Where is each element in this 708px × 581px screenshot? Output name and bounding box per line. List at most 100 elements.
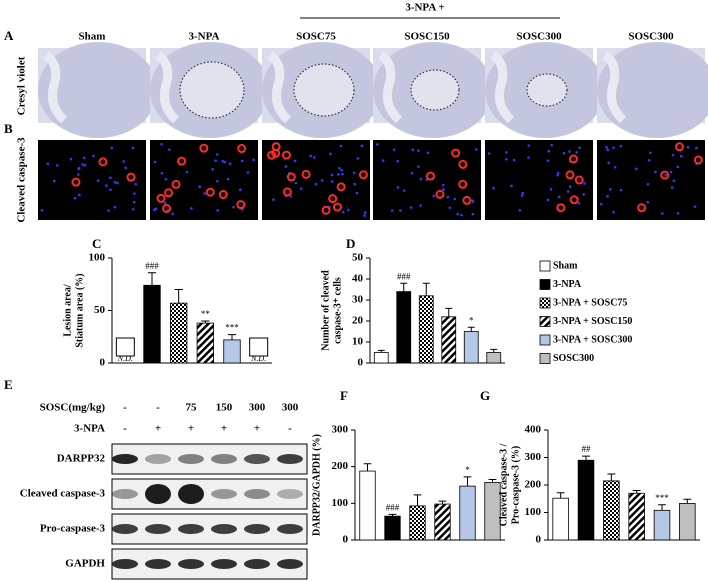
y-tick-label: 200: [332, 460, 349, 472]
band: [244, 559, 270, 569]
nucleus: [376, 143, 379, 146]
cell: [71, 177, 81, 187]
nucleus: [341, 172, 344, 176]
nucleus: [353, 182, 356, 186]
error-bar: [607, 473, 616, 481]
legend-label: 3-NPA + SOSC300: [553, 334, 632, 345]
nucleus: [568, 185, 572, 188]
nucleus: [330, 180, 334, 183]
y-tick-label: 50: [352, 252, 364, 264]
band: [112, 454, 138, 464]
significance: ###: [386, 502, 400, 512]
nucleus: [605, 145, 608, 149]
cell: [162, 203, 172, 213]
nucleus: [284, 165, 288, 168]
nucleus: [426, 151, 430, 155]
lane-label: -: [156, 402, 160, 414]
nucleus: [355, 191, 359, 195]
bar: [441, 316, 457, 364]
y-axis-label: DARPP32/GAPDH (%): [311, 434, 322, 536]
nucleus: [46, 162, 50, 165]
nucleus: [448, 206, 452, 209]
band-label: GAPDH: [65, 558, 105, 570]
nucleus: [228, 162, 232, 166]
bar: [196, 322, 214, 364]
column-header: Sham: [79, 31, 106, 43]
nucleus: [695, 146, 698, 150]
nucleus: [232, 205, 235, 209]
nucleus: [160, 171, 164, 175]
bar: [459, 485, 476, 541]
y-tick-label: 300: [332, 424, 349, 436]
cell: [282, 187, 292, 197]
nucleus: [55, 164, 59, 167]
panel-label: C: [92, 236, 101, 251]
nucleus: [512, 158, 516, 162]
nucleus: [240, 159, 244, 163]
error-bar: [658, 504, 666, 511]
y-axis-label: Pro-caspase-3 (%): [510, 446, 521, 524]
nucleus: [289, 195, 293, 198]
nucleus: [352, 171, 356, 174]
nucleus: [341, 210, 345, 214]
nucleus: [410, 172, 414, 175]
cell: [321, 205, 331, 215]
band: [211, 454, 237, 464]
band-label: Pro-caspase-3: [40, 523, 106, 535]
nucleus: [52, 179, 56, 183]
lane-label: 300: [282, 402, 299, 414]
nucleus: [164, 177, 168, 181]
nucleus: [134, 182, 138, 186]
bar: [463, 331, 479, 364]
significance: ##: [582, 444, 592, 454]
nucleus: [664, 173, 667, 177]
group-header: 3-NPA +: [405, 2, 444, 14]
legend-label: Sham: [553, 260, 578, 271]
band-label: DARPP32: [57, 453, 106, 465]
ventricle: [490, 51, 515, 124]
nucleus: [294, 181, 298, 185]
error-bar: [422, 282, 430, 296]
nucleus: [168, 148, 171, 151]
panel-label: G: [480, 388, 490, 403]
nucleus: [647, 159, 651, 162]
nucleus: [613, 165, 617, 169]
cell: [271, 142, 281, 152]
nucleus: [246, 171, 250, 174]
nucleus: [221, 159, 225, 163]
nucleus: [215, 153, 219, 156]
nucleus: [396, 186, 400, 189]
column-header: 3-NPA: [189, 31, 220, 43]
nucleus: [356, 157, 360, 160]
nucleus: [419, 177, 423, 181]
error-bar: [413, 494, 422, 506]
bar: [409, 505, 426, 541]
significance: ***: [655, 493, 669, 503]
nucleus: [599, 202, 603, 206]
band: [178, 559, 204, 569]
error-bar: [400, 282, 408, 292]
band: [112, 559, 138, 569]
bar: [359, 470, 376, 541]
lesion: [179, 61, 245, 119]
nucleus: [122, 160, 125, 163]
ventricle: [602, 51, 627, 124]
y-axis-label: Cleaved caspase-3 /: [498, 443, 509, 526]
band: [211, 559, 237, 569]
y-tick-label: 0: [100, 357, 106, 369]
y-tick-label: 300: [525, 451, 542, 463]
nucleus: [475, 148, 478, 151]
nucleus: [527, 156, 530, 159]
y-tick-label: 10: [352, 336, 364, 348]
band: [244, 454, 270, 464]
lane-label: +: [155, 423, 161, 435]
ventricle: [43, 51, 68, 124]
nucleus: [432, 194, 436, 198]
nucleus: [293, 159, 297, 163]
nucleus: [339, 144, 343, 148]
nucleus: [619, 188, 623, 192]
nucleus: [471, 212, 475, 216]
nucleus: [81, 163, 84, 166]
error-bar: [227, 334, 237, 340]
row-label: Cresyl violet: [16, 56, 28, 115]
